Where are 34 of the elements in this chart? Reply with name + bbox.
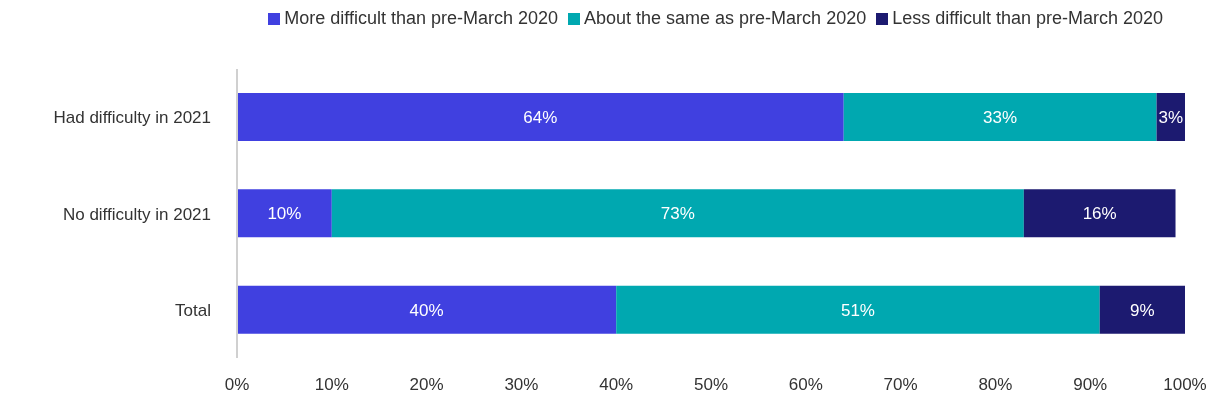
x-tick-label: 30%: [504, 375, 539, 395]
bar: [1099, 285, 1185, 334]
y-tick-label: No difficulty in 2021: [62, 204, 211, 224]
bar: [237, 93, 844, 141]
data-label: 33%: [983, 107, 1018, 127]
x-tick-label: 90%: [1073, 375, 1108, 395]
bar: [843, 93, 1157, 141]
legend-label: More difficult than pre-March 2020: [284, 8, 559, 28]
data-label: 3%: [1158, 107, 1184, 127]
x-tick-label: 0%: [224, 375, 250, 395]
data-label: 51%: [840, 300, 875, 320]
data-label: 73%: [660, 204, 695, 224]
y-tick-label: Total: [175, 300, 211, 320]
bar: [237, 285, 617, 334]
x-tick-label: 20%: [409, 375, 444, 395]
x-tick-label: 100%: [1163, 375, 1207, 395]
x-tick-label: 40%: [599, 375, 634, 395]
x-tick-label: 50%: [693, 375, 729, 395]
y-tick-label: Had difficulty in 2021: [53, 108, 211, 128]
data-label: 40%: [409, 300, 444, 320]
legend-label: Less difficult than pre-March 2020: [892, 8, 1163, 28]
x-tick-label: 80%: [978, 375, 1013, 395]
data-label: 16%: [1082, 204, 1117, 224]
x-tick-label: 70%: [883, 375, 918, 395]
bar: [237, 189, 332, 238]
x-tick-label: 60%: [788, 375, 823, 395]
x-tick-label: 10%: [314, 375, 349, 395]
bar: [331, 189, 1024, 238]
bar: [616, 285, 1100, 334]
data-label: 9%: [1130, 300, 1155, 320]
bar: [1023, 189, 1176, 238]
legend-label: About the same as pre-March 2020: [584, 8, 867, 28]
data-label: 64%: [523, 107, 558, 127]
data-label: 10%: [267, 204, 302, 224]
